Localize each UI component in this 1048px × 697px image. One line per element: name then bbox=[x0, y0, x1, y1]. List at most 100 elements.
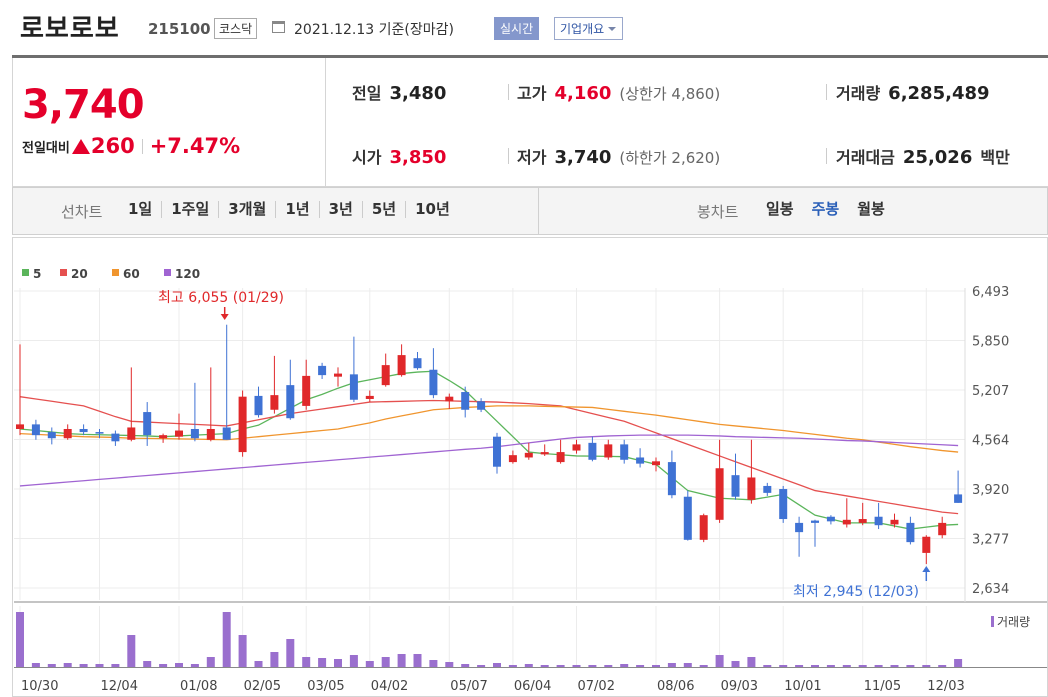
volume-bar bbox=[874, 665, 883, 667]
info-cell: 저가 3,740 (하한가 2,620) bbox=[517, 144, 720, 168]
volume-bar bbox=[620, 664, 629, 667]
volume-bar bbox=[938, 665, 947, 667]
x-tick-label: 07/02 bbox=[578, 679, 615, 694]
note: (하한가 2,620) bbox=[619, 149, 721, 167]
y-tick-label: 4,564 bbox=[972, 433, 1009, 448]
ma-line bbox=[19, 370, 959, 530]
tab[interactable]: 3년 bbox=[318, 201, 362, 218]
candle-body bbox=[349, 374, 358, 400]
separator bbox=[508, 84, 509, 100]
candle-body bbox=[508, 455, 517, 463]
legend-label: 5 bbox=[33, 267, 41, 281]
overview-dropdown[interactable]: 기업개요 bbox=[554, 17, 624, 40]
volume-bar bbox=[747, 657, 756, 667]
candle-body bbox=[731, 475, 740, 497]
label: 저가 bbox=[517, 148, 547, 167]
candle-body bbox=[222, 427, 231, 440]
volume-bar bbox=[890, 665, 899, 667]
tab[interactable]: 3개월 bbox=[218, 201, 275, 218]
volume-bar bbox=[477, 665, 486, 667]
legend-swatch bbox=[112, 269, 119, 276]
volume-bar bbox=[79, 664, 88, 667]
tab[interactable]: 10년 bbox=[405, 201, 459, 218]
volume-legend-swatch bbox=[991, 616, 994, 627]
candle-body bbox=[397, 355, 406, 376]
candle-body bbox=[445, 396, 454, 402]
volume-bar bbox=[445, 662, 454, 667]
x-tick-label: 01/08 bbox=[180, 679, 217, 694]
separator bbox=[141, 138, 143, 154]
volume-bar bbox=[667, 663, 676, 667]
volume-bar bbox=[254, 661, 263, 667]
legend-label: 60 bbox=[123, 267, 140, 281]
volume-bar bbox=[143, 661, 152, 667]
candle-body bbox=[699, 515, 708, 540]
candle-body bbox=[779, 489, 788, 520]
y-tick-label: 6,493 bbox=[972, 285, 1009, 300]
candle-body bbox=[652, 461, 660, 466]
candle-body bbox=[79, 428, 88, 433]
info-cell: 시가 3,850 bbox=[352, 144, 446, 168]
tab[interactable]: 주봉 bbox=[811, 200, 840, 218]
ma-line bbox=[19, 434, 959, 487]
volume-label: 거래량 bbox=[997, 615, 1030, 629]
candle-body bbox=[938, 522, 947, 536]
x-tick-label: 08/06 bbox=[657, 679, 694, 694]
volume-bar bbox=[572, 665, 581, 667]
candle-body bbox=[95, 432, 104, 434]
candle-body bbox=[111, 433, 120, 442]
line-periods: 1일 1주일 3개월 1년 3년 5년 10년 bbox=[119, 201, 459, 218]
x-tick-label: 09/03 bbox=[721, 679, 758, 694]
candle-body bbox=[206, 428, 215, 440]
volume-bar bbox=[206, 657, 215, 667]
y-tick-label: 3,920 bbox=[972, 483, 1009, 498]
volume-bar bbox=[842, 665, 851, 667]
volume-bar bbox=[906, 665, 915, 667]
volume-bar bbox=[922, 665, 931, 667]
separator bbox=[826, 84, 827, 100]
volume-bar bbox=[95, 664, 104, 667]
tab[interactable]: 1년 bbox=[275, 201, 318, 218]
volume-bar bbox=[556, 665, 565, 667]
volume-bar bbox=[493, 663, 501, 667]
unit: 백만 bbox=[980, 148, 1010, 167]
label: 전일 bbox=[352, 84, 382, 103]
candle-body bbox=[334, 373, 342, 377]
legend-swatch bbox=[22, 269, 29, 276]
candle-body bbox=[556, 452, 565, 463]
volume-bar bbox=[604, 665, 613, 667]
candle-body bbox=[63, 428, 72, 439]
x-tick-label: 02/05 bbox=[244, 679, 281, 694]
volume-bar bbox=[779, 665, 788, 667]
volume-bar bbox=[63, 663, 72, 667]
note: (상한가 4,860) bbox=[619, 85, 721, 103]
volume-bar bbox=[349, 655, 358, 667]
label: 거래량 bbox=[836, 84, 881, 103]
label: 시가 bbox=[352, 148, 382, 167]
volume-bar bbox=[413, 654, 422, 667]
tab[interactable]: 1주일 bbox=[161, 201, 218, 218]
candle-body bbox=[143, 412, 152, 436]
volume-bar bbox=[31, 663, 40, 667]
divider bbox=[12, 55, 1048, 58]
calendar-icon bbox=[272, 21, 285, 33]
info-cell: 고가 4,160 (상한가 4,860) bbox=[517, 80, 720, 104]
tab[interactable]: 1일 bbox=[128, 200, 153, 218]
tab[interactable]: 일봉 bbox=[766, 200, 794, 218]
volume-bar bbox=[731, 661, 740, 667]
realtime-button[interactable]: 실시간 bbox=[494, 17, 540, 40]
ma-line bbox=[19, 405, 959, 453]
candle-body bbox=[715, 468, 724, 520]
y-tick-label: 3,277 bbox=[972, 533, 1009, 548]
candle-body bbox=[461, 392, 470, 410]
x-tick-label: 12/03 bbox=[927, 679, 964, 694]
candle-body bbox=[270, 395, 279, 410]
candle-body bbox=[175, 430, 183, 437]
volume-bar bbox=[858, 665, 867, 667]
candle-body bbox=[906, 522, 915, 543]
tab[interactable]: 5년 bbox=[361, 201, 405, 218]
x-tick-label: 11/05 bbox=[864, 679, 901, 694]
tab[interactable]: 월봉 bbox=[857, 200, 885, 218]
candle-body bbox=[842, 519, 851, 525]
candle-body bbox=[604, 444, 613, 458]
